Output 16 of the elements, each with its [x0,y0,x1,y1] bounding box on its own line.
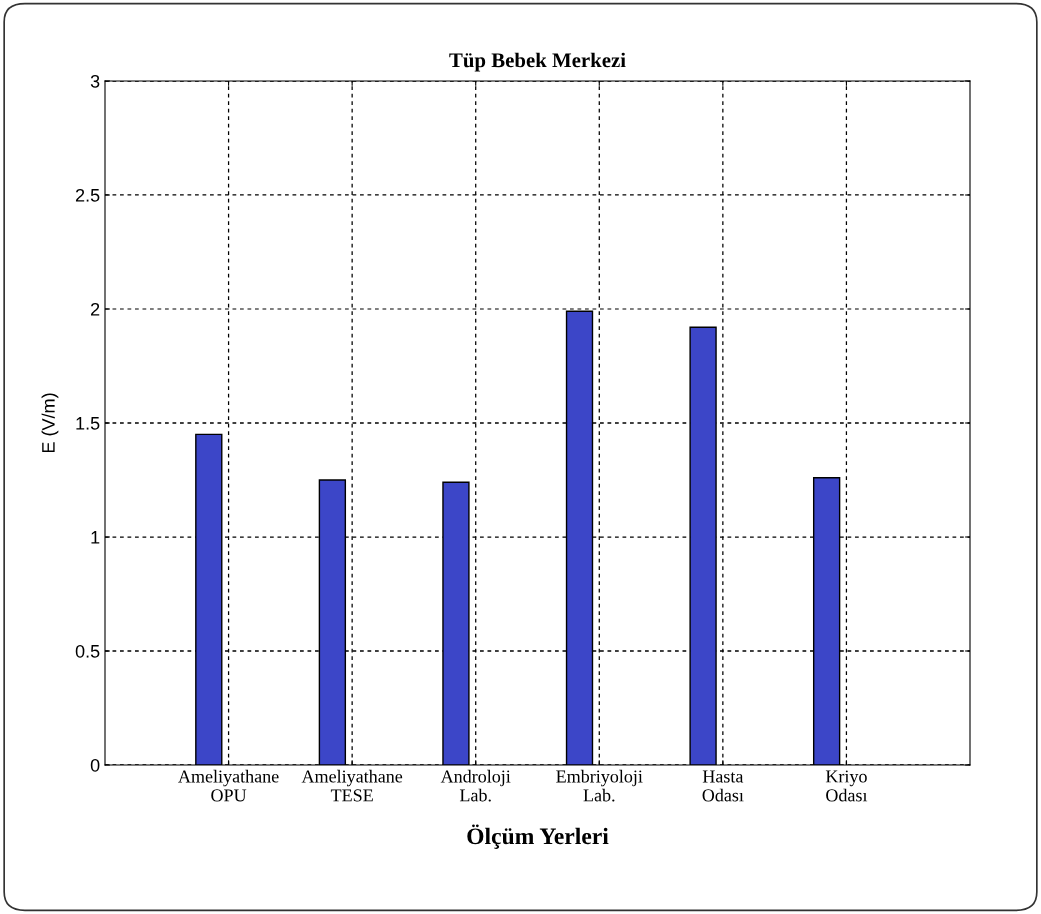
y-axis-title: E (V/m) [41,393,59,453]
y-tick-label: 0 [90,758,100,772]
x-axis-title: Ölçüm Yerleri [467,824,609,849]
x-tick-label: Ameliyathane TESE [301,769,403,802]
x-tick-label: Ameliyathane OPU [178,769,279,802]
x-tick-label: Kriyo Odası [825,770,868,802]
y-tick-label: 2 [91,302,100,316]
x-tick-label: Hasta Odası [702,770,744,802]
chart-title: Tüp Bebek Merkezi [449,52,626,72]
x-tick-label: Androloji Lab. [440,769,511,802]
x-tick-label: Embriyoloji Lab. [556,769,643,802]
y-tick-label: 0.5 [75,644,100,658]
y-tick-label: 3 [90,74,100,88]
y-tick-label: 2.5 [75,188,100,202]
y-tick-label: 1 [91,531,100,544]
y-tick-label: 1.5 [76,417,100,430]
